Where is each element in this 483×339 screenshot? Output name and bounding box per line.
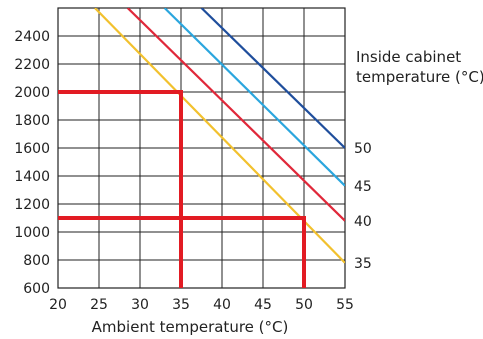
x-tick-labels: 20 25 30 35 40 45 50 55 xyxy=(49,297,354,313)
chart-grid xyxy=(57,8,346,289)
series-label-45: 45 xyxy=(354,179,372,195)
x-axis-label: Ambient temperature (°C) xyxy=(92,318,289,336)
series-line-50 xyxy=(200,8,345,149)
x-tick-label: 25 xyxy=(90,297,108,313)
x-tick-label: 40 xyxy=(213,297,231,313)
y-tick-label: 1000 xyxy=(14,225,50,241)
y-tick-label: 1600 xyxy=(14,141,50,157)
series-labels: 35 40 45 50 xyxy=(354,141,372,272)
chart-series xyxy=(94,8,345,264)
x-tick-label: 50 xyxy=(295,297,313,313)
series-line-35 xyxy=(94,8,345,264)
x-tick-label: 45 xyxy=(254,297,272,313)
x-tick-label: 55 xyxy=(336,297,354,313)
x-tick-label: 35 xyxy=(172,297,190,313)
legend-title-line-2: temperature (°C) xyxy=(356,68,483,86)
x-tick-label: 20 xyxy=(49,297,67,313)
legend-title-line-1: Inside cabinet xyxy=(356,48,461,66)
series-line-40 xyxy=(126,8,345,222)
series-label-35: 35 xyxy=(354,256,372,272)
y-tick-label: 2000 xyxy=(14,85,50,101)
y-tick-label: 2400 xyxy=(14,29,50,45)
series-line-45 xyxy=(163,8,345,187)
example-lines xyxy=(58,90,306,288)
example-line-1 xyxy=(58,90,183,288)
y-tick-label: 1200 xyxy=(14,197,50,213)
x-tick-label: 30 xyxy=(131,297,149,313)
series-label-40: 40 xyxy=(354,214,372,230)
example-line-2 xyxy=(58,216,306,288)
y-tick-label: 1800 xyxy=(14,113,50,129)
series-label-50: 50 xyxy=(354,141,372,157)
y-tick-label: 800 xyxy=(23,253,50,269)
y-tick-labels: 600 800 1000 1200 1400 1600 1800 2000 2200 2400 xyxy=(14,29,50,297)
y-tick-label: 2200 xyxy=(14,57,50,73)
y-tick-label: 1400 xyxy=(14,169,50,185)
y-tick-label: 600 xyxy=(23,281,50,297)
